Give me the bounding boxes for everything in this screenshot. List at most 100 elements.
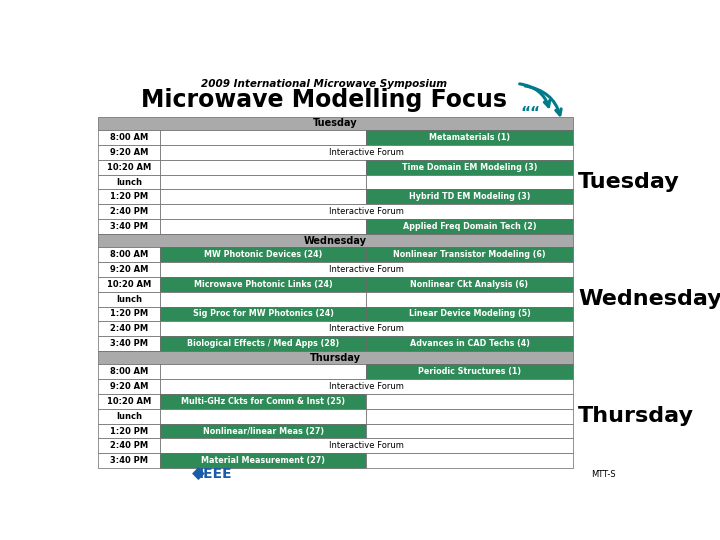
Text: Metamaterials (1): Metamaterials (1) bbox=[429, 133, 510, 142]
FancyBboxPatch shape bbox=[160, 424, 366, 438]
Text: 8:00 AM: 8:00 AM bbox=[110, 133, 148, 142]
Text: 3:40 PM: 3:40 PM bbox=[110, 456, 148, 465]
Text: Microwave Modelling Focus: Microwave Modelling Focus bbox=[141, 88, 508, 112]
Text: Time Domain EM Modeling (3): Time Domain EM Modeling (3) bbox=[402, 163, 537, 172]
Text: 2:40 PM: 2:40 PM bbox=[110, 325, 148, 333]
Text: 2009 International Microwave Symposium: 2009 International Microwave Symposium bbox=[202, 78, 447, 89]
FancyBboxPatch shape bbox=[160, 160, 366, 174]
Text: Wednesday: Wednesday bbox=[304, 235, 367, 246]
FancyBboxPatch shape bbox=[99, 292, 160, 307]
Text: 10:20 AM: 10:20 AM bbox=[107, 280, 151, 289]
Text: 8:00 AM: 8:00 AM bbox=[110, 250, 148, 259]
Text: Wednesday: Wednesday bbox=[578, 289, 720, 309]
FancyBboxPatch shape bbox=[99, 219, 160, 234]
FancyBboxPatch shape bbox=[160, 219, 366, 234]
FancyBboxPatch shape bbox=[160, 145, 572, 160]
FancyBboxPatch shape bbox=[99, 453, 160, 468]
FancyBboxPatch shape bbox=[366, 130, 572, 145]
Text: lunch: lunch bbox=[116, 411, 142, 421]
FancyBboxPatch shape bbox=[160, 336, 366, 351]
Text: ◆: ◆ bbox=[192, 465, 205, 483]
Text: 1:20 PM: 1:20 PM bbox=[110, 427, 148, 436]
FancyBboxPatch shape bbox=[99, 204, 160, 219]
Text: ““: ““ bbox=[521, 106, 541, 122]
Text: Sig Proc for MW Photonics (24): Sig Proc for MW Photonics (24) bbox=[193, 309, 333, 319]
Text: Interactive Forum: Interactive Forum bbox=[329, 148, 404, 157]
FancyBboxPatch shape bbox=[366, 174, 572, 190]
Text: Linear Device Modeling (5): Linear Device Modeling (5) bbox=[408, 309, 531, 319]
FancyBboxPatch shape bbox=[99, 160, 160, 174]
Text: Interactive Forum: Interactive Forum bbox=[329, 382, 404, 391]
Text: Nonlinear/linear Meas (27): Nonlinear/linear Meas (27) bbox=[202, 427, 324, 436]
Text: 9:20 AM: 9:20 AM bbox=[110, 265, 148, 274]
FancyBboxPatch shape bbox=[366, 190, 572, 204]
Text: 1:20 PM: 1:20 PM bbox=[110, 192, 148, 201]
Text: 10:20 AM: 10:20 AM bbox=[107, 163, 151, 172]
Text: lunch: lunch bbox=[116, 178, 142, 186]
FancyBboxPatch shape bbox=[160, 190, 366, 204]
Text: MTT-S: MTT-S bbox=[591, 470, 616, 479]
FancyBboxPatch shape bbox=[160, 438, 572, 453]
FancyBboxPatch shape bbox=[160, 292, 366, 307]
FancyBboxPatch shape bbox=[99, 424, 160, 438]
Text: 2:40 PM: 2:40 PM bbox=[110, 207, 148, 216]
Text: Periodic Structures (1): Periodic Structures (1) bbox=[418, 367, 521, 376]
Text: 1:20 PM: 1:20 PM bbox=[110, 309, 148, 319]
FancyBboxPatch shape bbox=[99, 351, 572, 364]
FancyBboxPatch shape bbox=[99, 117, 572, 130]
FancyBboxPatch shape bbox=[160, 379, 572, 394]
FancyBboxPatch shape bbox=[160, 394, 366, 409]
Text: Thursday: Thursday bbox=[578, 406, 694, 426]
FancyBboxPatch shape bbox=[160, 409, 366, 424]
FancyBboxPatch shape bbox=[99, 336, 160, 351]
Text: Microwave Photonic Links (24): Microwave Photonic Links (24) bbox=[194, 280, 333, 289]
FancyBboxPatch shape bbox=[160, 174, 366, 190]
Text: Nonlinear Ckt Analysis (6): Nonlinear Ckt Analysis (6) bbox=[410, 280, 528, 289]
FancyBboxPatch shape bbox=[99, 394, 160, 409]
FancyBboxPatch shape bbox=[160, 262, 572, 277]
FancyBboxPatch shape bbox=[99, 145, 160, 160]
FancyBboxPatch shape bbox=[99, 321, 160, 336]
Text: IEEE: IEEE bbox=[199, 467, 233, 481]
Text: Tuesday: Tuesday bbox=[578, 172, 680, 192]
FancyBboxPatch shape bbox=[366, 160, 572, 174]
FancyBboxPatch shape bbox=[160, 247, 366, 262]
FancyBboxPatch shape bbox=[160, 204, 572, 219]
FancyBboxPatch shape bbox=[160, 364, 366, 379]
FancyBboxPatch shape bbox=[366, 277, 572, 292]
FancyBboxPatch shape bbox=[160, 130, 366, 145]
Text: Interactive Forum: Interactive Forum bbox=[329, 207, 404, 216]
Text: 2:40 PM: 2:40 PM bbox=[110, 441, 148, 450]
Text: Interactive Forum: Interactive Forum bbox=[329, 325, 404, 333]
FancyBboxPatch shape bbox=[366, 219, 572, 234]
FancyBboxPatch shape bbox=[366, 292, 572, 307]
Text: Nonlinear Transistor Modeling (6): Nonlinear Transistor Modeling (6) bbox=[393, 250, 546, 259]
Text: Hybrid TD EM Modeling (3): Hybrid TD EM Modeling (3) bbox=[409, 192, 530, 201]
Text: MW Photonic Devices (24): MW Photonic Devices (24) bbox=[204, 250, 323, 259]
FancyBboxPatch shape bbox=[99, 364, 160, 379]
Text: 8:00 AM: 8:00 AM bbox=[110, 367, 148, 376]
Text: 3:40 PM: 3:40 PM bbox=[110, 222, 148, 231]
FancyBboxPatch shape bbox=[99, 307, 160, 321]
FancyBboxPatch shape bbox=[160, 277, 366, 292]
FancyBboxPatch shape bbox=[99, 247, 160, 262]
FancyBboxPatch shape bbox=[99, 438, 160, 453]
Text: 10:20 AM: 10:20 AM bbox=[107, 397, 151, 406]
Text: Multi-GHz Ckts for Comm & Inst (25): Multi-GHz Ckts for Comm & Inst (25) bbox=[181, 397, 346, 406]
Text: Biological Effects / Med Apps (28): Biological Effects / Med Apps (28) bbox=[187, 339, 339, 348]
FancyBboxPatch shape bbox=[99, 190, 160, 204]
Text: Advances in CAD Techs (4): Advances in CAD Techs (4) bbox=[410, 339, 529, 348]
Text: 9:20 AM: 9:20 AM bbox=[110, 382, 148, 391]
FancyBboxPatch shape bbox=[366, 409, 572, 424]
FancyBboxPatch shape bbox=[366, 307, 572, 321]
Text: Interactive Forum: Interactive Forum bbox=[329, 441, 404, 450]
FancyBboxPatch shape bbox=[99, 262, 160, 277]
FancyBboxPatch shape bbox=[366, 247, 572, 262]
FancyBboxPatch shape bbox=[99, 234, 572, 247]
FancyBboxPatch shape bbox=[160, 321, 572, 336]
FancyBboxPatch shape bbox=[160, 453, 366, 468]
FancyBboxPatch shape bbox=[99, 409, 160, 424]
Text: Thursday: Thursday bbox=[310, 353, 361, 363]
FancyBboxPatch shape bbox=[99, 130, 160, 145]
FancyBboxPatch shape bbox=[366, 453, 572, 468]
